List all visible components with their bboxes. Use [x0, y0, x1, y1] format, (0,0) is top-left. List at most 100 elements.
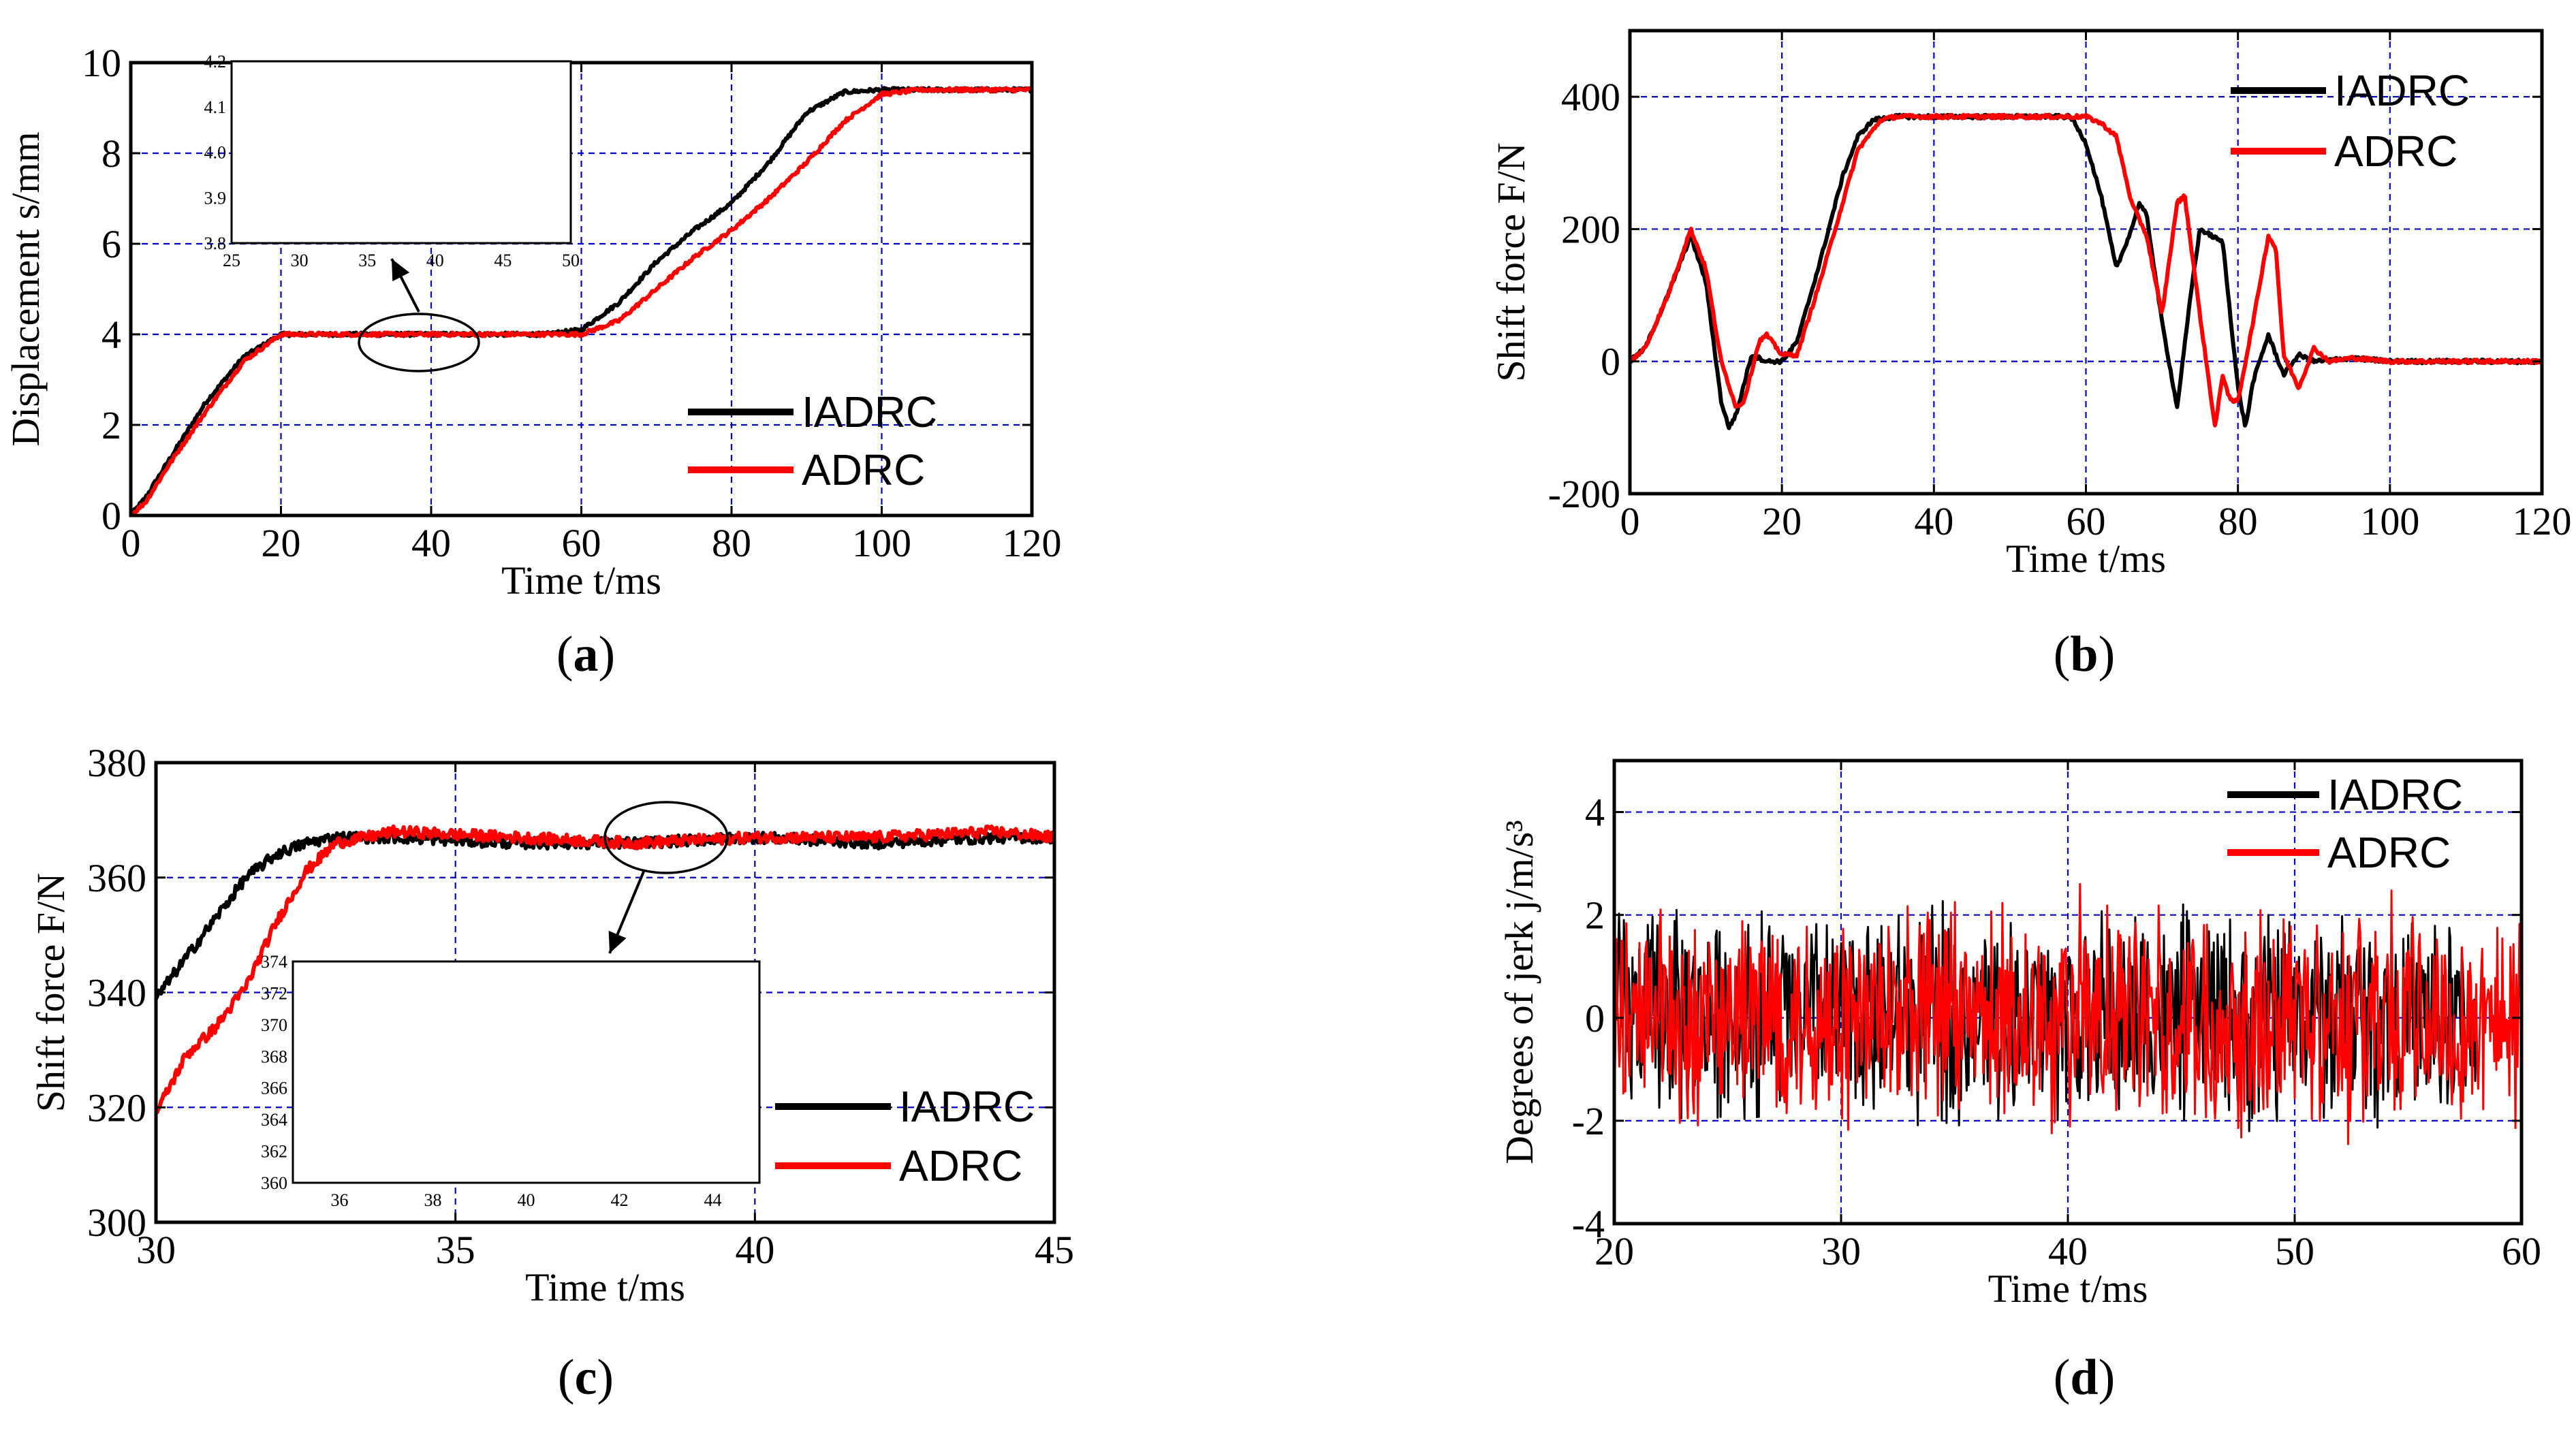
inset-y-tick-label: 374: [261, 952, 287, 972]
legend-label-adrc: ADRC: [802, 445, 925, 494]
legend-label-iadrc: IADRC: [2334, 66, 2470, 115]
x-tick-label: 30: [1821, 1229, 1861, 1273]
inset-y-tick-label: 360: [261, 1173, 287, 1193]
y-tick-label: 300: [87, 1200, 146, 1245]
series-line-adrc: [1614, 882, 2522, 1145]
x-tick-label: 45: [1035, 1228, 1074, 1272]
x-tick-label: 50: [2275, 1229, 2314, 1273]
plot-area: [1614, 882, 2522, 1145]
y-tick-label: 2: [101, 403, 121, 447]
inset-y-tick-label: 368: [261, 1047, 287, 1066]
legend-label-adrc: ADRC: [899, 1141, 1022, 1190]
x-tick-label: 60: [2502, 1229, 2541, 1273]
y-tick-label: 340: [87, 971, 146, 1015]
inset-x-tick-label: 44: [704, 1190, 722, 1210]
inset-y-tick-label: 4.1: [204, 97, 227, 117]
inset-y-tick-label: 362: [261, 1142, 287, 1162]
x-tick-label: 35: [436, 1228, 475, 1272]
x-tick-label: 40: [1914, 499, 1953, 543]
y-tick-label: 8: [101, 131, 121, 176]
caption-letter: b: [2070, 626, 2098, 682]
y-tick-label: -4: [1572, 1202, 1605, 1246]
y-axis-label: Degrees of jerk j/m/s³: [1497, 820, 1541, 1164]
y-tick-label: 400: [1561, 75, 1620, 119]
caption-letter: a: [574, 626, 599, 682]
inset-x-tick-label: 40: [426, 251, 444, 270]
y-tick-label: 0: [1585, 996, 1605, 1040]
x-tick-label: 40: [411, 521, 451, 565]
inset-y-tick-label: 364: [261, 1110, 287, 1130]
series-line-adrc: [1630, 112, 2542, 428]
zoom-ellipse: [358, 313, 480, 372]
panel-c: 30 35 40 45 300 320 340 360 380 Time t/ms Shift fo…: [29, 741, 1074, 1405]
panel-a: 0 20 40 60 80 100 120 0 2 4 6 8 10 Time t/ms Displacem…: [3, 41, 1062, 682]
inset-x-tick-label: 30: [291, 251, 309, 270]
inset-x-tick-label: 38: [424, 1190, 442, 1210]
y-tick-label: 0: [1601, 340, 1620, 384]
x-tick-label: 30: [136, 1228, 176, 1272]
y-tick-label: 6: [101, 222, 121, 266]
x-tick-label: 20: [262, 521, 301, 565]
y-tick-label: -200: [1548, 472, 1620, 516]
y-axis-label: Displacement s/mm: [3, 131, 48, 446]
inset-y-tick-label: 372: [261, 983, 287, 1003]
caption-letter: d: [2070, 1350, 2098, 1405]
y-tick-label: 0: [101, 494, 121, 538]
inset-x-tick-label: 50: [562, 251, 580, 270]
x-axis-label: Time t/ms: [525, 1265, 685, 1309]
inset-x-tick-label: 25: [223, 251, 240, 270]
zoom-arrow-head: [392, 259, 410, 282]
plot-area: [1630, 112, 2542, 430]
y-tick-label: 4: [101, 313, 121, 357]
panel-d: 20 30 40 50 60 -4 -2 0 2 4 Time t/ms Degrees of jer…: [1497, 759, 2541, 1405]
legend-label-iadrc: IADRC: [802, 387, 937, 436]
inset: 25 30 35 40 45 50 3.8 3.9 4.0 4.1 4.2: [204, 52, 580, 270]
x-axis-label: Time t/ms: [2006, 537, 2166, 581]
x-axis-label: Time t/ms: [501, 558, 661, 603]
y-tick-label: 320: [87, 1085, 146, 1130]
x-tick-label: 100: [2360, 499, 2419, 543]
x-tick-label: 20: [1595, 1229, 1634, 1273]
x-tick-label: 20: [1762, 499, 1802, 543]
y-axis-label: Shift force F/N: [1489, 142, 1533, 381]
inset-x-tick-label: 45: [494, 251, 512, 270]
x-tick-label: 60: [2067, 499, 2106, 543]
x-tick-label: 40: [2048, 1229, 2088, 1273]
inset-x-tick-label: 42: [611, 1190, 629, 1210]
x-tick-label: 120: [2513, 499, 2572, 543]
panel-caption: (d): [2054, 1350, 2115, 1405]
inset-border: [230, 60, 572, 244]
series-line-adrc: [131, 86, 1032, 515]
panel-caption: (b): [2054, 626, 2115, 682]
panel-caption: (c): [558, 1350, 614, 1405]
plot-area: [131, 86, 1032, 515]
zoom-ellipse: [603, 801, 729, 874]
x-tick-label: 60: [562, 521, 601, 565]
panel-caption: (a): [556, 626, 615, 682]
y-axis-label: Shift force F/N: [29, 873, 73, 1112]
legend-label-adrc: ADRC: [2327, 828, 2451, 877]
inset-x-tick-label: 35: [358, 251, 376, 270]
x-tick-label: 120: [1003, 521, 1062, 565]
inset-x-tick-label: 40: [518, 1190, 535, 1210]
x-tick-label: 80: [712, 521, 751, 565]
inset-border: [292, 960, 761, 1184]
x-tick-label: 0: [1620, 499, 1640, 543]
y-tick-label: 10: [82, 41, 121, 85]
inset: 36 38 40 42 44 360 362 364 366 368 370 372 374: [261, 952, 761, 1210]
inset-y-tick-label: 366: [261, 1079, 287, 1098]
inset-y-tick-label: 3.8: [204, 234, 227, 253]
y-tick-label: 360: [87, 856, 146, 900]
y-tick-label: 380: [87, 741, 146, 785]
inset-y-tick-label: 3.9: [204, 188, 227, 208]
x-tick-label: 100: [852, 521, 911, 565]
legend-label-iadrc: IADRC: [2327, 770, 2463, 819]
y-tick-label: 2: [1585, 893, 1605, 938]
y-tick-label: -2: [1572, 1099, 1605, 1143]
y-tick-label: 4: [1585, 791, 1605, 835]
inset-y-tick-label: 370: [261, 1015, 287, 1035]
x-tick-label: 80: [2218, 499, 2258, 543]
x-tick-label: 40: [735, 1228, 774, 1272]
